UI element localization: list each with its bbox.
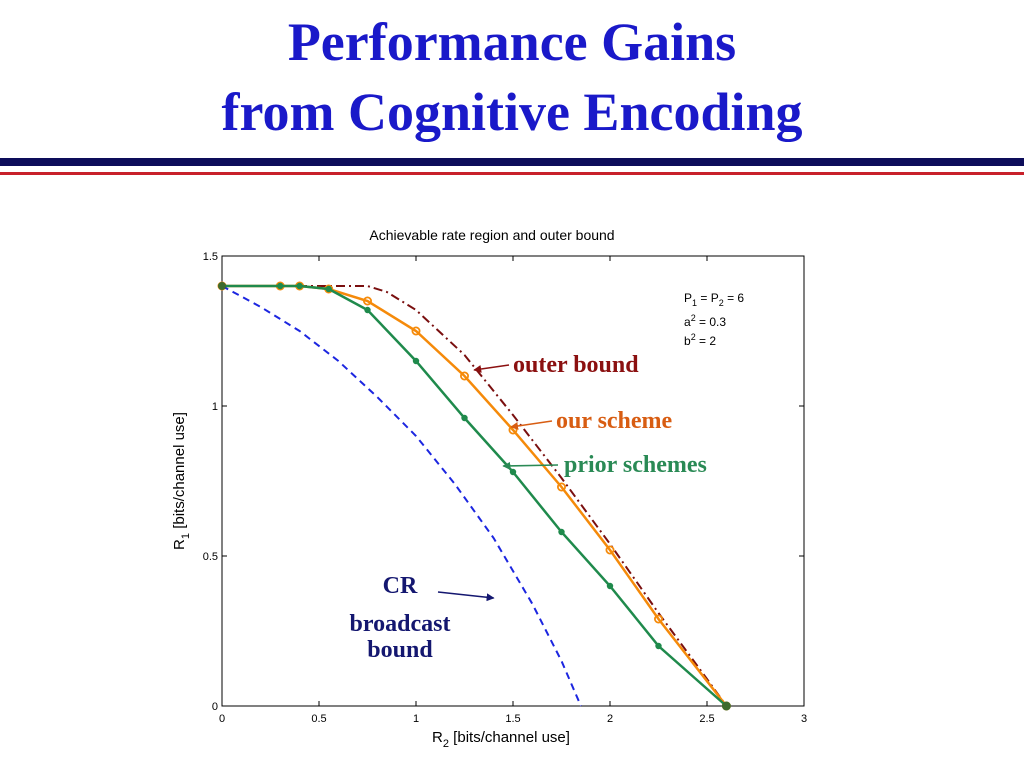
axis-ticks: 0 0.5 1 1.5 2 2.5 3 0 0.5 1 1.5	[203, 251, 807, 725]
series-line-cr	[221, 285, 582, 707]
param-power: P1 = P2 = 6	[684, 291, 744, 308]
data-point-ours	[605, 545, 615, 555]
data-point-prior	[296, 282, 303, 290]
arrow-prior	[502, 461, 559, 470]
plot-area	[221, 255, 805, 707]
annotation-arrows	[437, 364, 559, 602]
y-tick-label: 0	[212, 701, 218, 713]
x-tick-label: 0.5	[311, 713, 326, 725]
x-tick-label: 2.5	[699, 713, 714, 725]
label-cr-broadcast: broadcast	[350, 611, 451, 637]
series-line-prior	[222, 284, 728, 707]
y-tick-label: 1.5	[203, 251, 218, 263]
x-axis-label: R2 [bits/channel use]	[432, 729, 570, 750]
slide-title-line-2: from Cognitive Encoding	[221, 82, 803, 142]
series-layer	[217, 281, 731, 711]
data-point-ours	[557, 482, 567, 492]
data-point-prior	[325, 285, 332, 293]
x-tick-label: 1.5	[505, 713, 520, 725]
parameter-box: P1 = P2 = 6 a2 = 0.3 b2 = 2	[684, 291, 744, 348]
corner-point-start	[218, 282, 226, 290]
x-tick-label: 3	[801, 713, 807, 725]
arrow-ours	[510, 420, 553, 430]
label-cr: CR	[383, 573, 418, 599]
data-point-ours	[411, 326, 421, 336]
data-point-ours	[654, 614, 664, 624]
data-point-prior	[277, 282, 284, 290]
slide-title-line-1: Performance Gains	[287, 12, 737, 72]
param-a: a2 = 0.3	[684, 313, 726, 329]
data-point-prior	[509, 468, 517, 476]
label-prior-schemes: prior schemes	[564, 452, 707, 478]
x-tick-label: 0	[219, 713, 225, 725]
y-axis-label: R1 [bits/channel use]	[171, 412, 192, 550]
arrow-outer	[473, 364, 510, 373]
param-b: b2 = 2	[684, 332, 716, 348]
series-line-outer	[222, 285, 728, 707]
label-outer-bound: outer bound	[513, 352, 639, 378]
chart-title: Achievable rate region and outer bound	[369, 227, 614, 243]
x-tick-label: 2	[607, 713, 613, 725]
corner-point-end	[721, 701, 731, 711]
data-point-prior	[412, 357, 420, 365]
title-divider-red	[0, 172, 1024, 175]
data-point-prior	[461, 414, 468, 422]
arrow-cr	[437, 591, 495, 602]
data-point-prior	[364, 306, 371, 314]
data-point-prior	[655, 642, 662, 650]
y-tick-label: 0.5	[203, 551, 218, 563]
y-tick-label: 1	[212, 401, 218, 413]
x-tick-label: 1	[413, 713, 419, 725]
data-point-prior	[558, 528, 565, 536]
label-our-scheme: our scheme	[556, 408, 673, 434]
data-point-ours	[362, 296, 372, 306]
title-divider-navy	[0, 158, 1024, 166]
label-cr-bound: bound	[367, 637, 433, 663]
data-point-prior	[606, 582, 614, 590]
data-point-ours	[459, 371, 469, 381]
